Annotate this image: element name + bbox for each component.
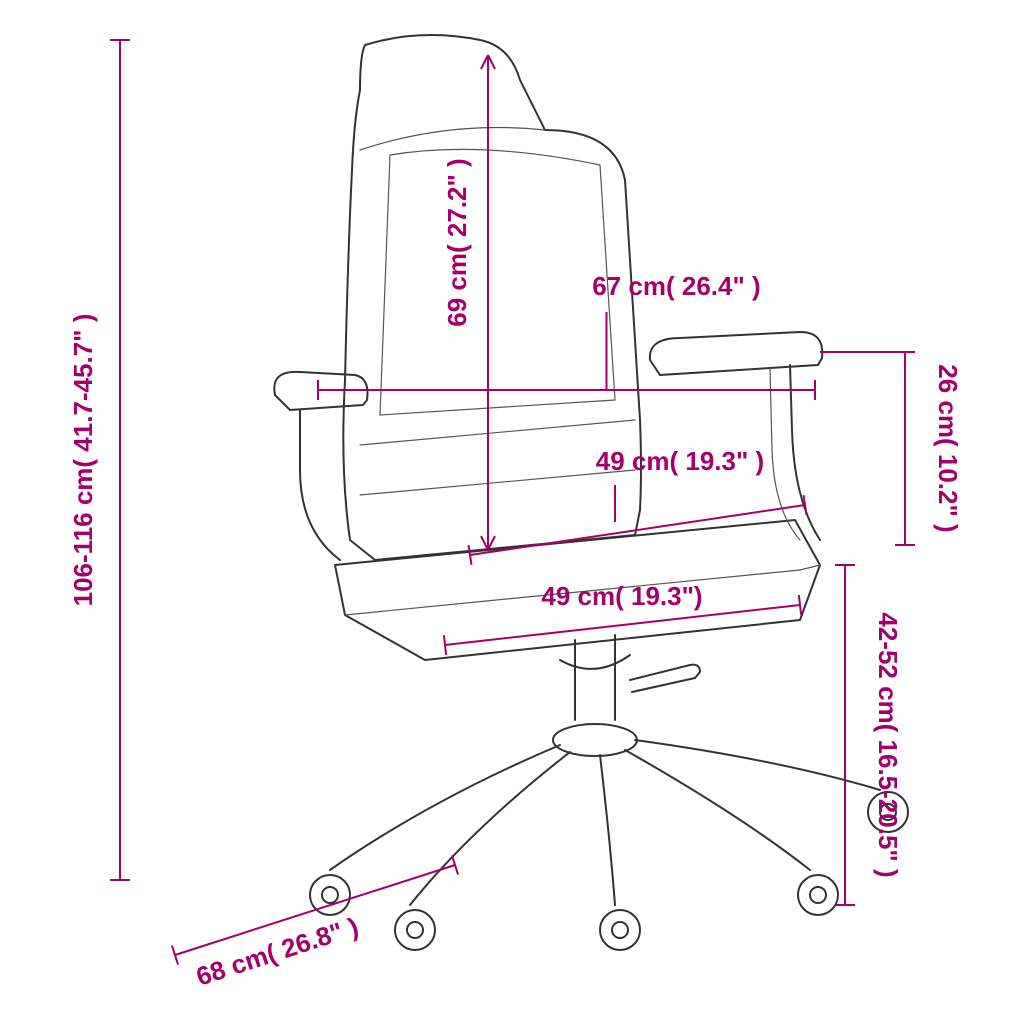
dim-base-width: 68 cm( 26.8" ) xyxy=(192,911,361,992)
chair-outline xyxy=(274,35,908,950)
dim-back-height: 69 cm( 27.2" ) xyxy=(442,158,472,326)
dim-arm-width: 67 cm( 26.4" ) xyxy=(592,271,760,301)
chair-dimension-diagram: 106-116 cm( 41.7-45.7" ) 69 cm( 27.2" ) 67… xyxy=(0,0,1024,1024)
dim-armrest-height: 26 cm( 10.2" ) xyxy=(933,364,963,532)
dim-seat-height: 42-52 cm( 16.5-20.5" ) xyxy=(873,612,903,877)
dimensions-group: 106-116 cm( 41.7-45.7" ) 69 cm( 27.2" ) 67… xyxy=(68,40,963,992)
dim-seat-front: 49 cm( 19.3") xyxy=(541,581,702,611)
dim-seat-depth: 49 cm( 19.3" ) xyxy=(596,446,764,476)
dim-total-height: 106-116 cm( 41.7-45.7" ) xyxy=(68,314,98,607)
